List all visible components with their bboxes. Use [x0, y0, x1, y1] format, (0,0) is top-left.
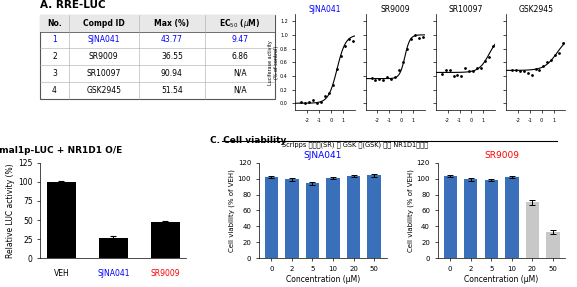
Text: 43.77: 43.77	[161, 35, 183, 44]
Text: SJNA041: SJNA041	[97, 269, 130, 278]
Text: SR9009: SR9009	[151, 269, 180, 278]
Text: 4: 4	[52, 86, 57, 95]
Text: 1: 1	[52, 35, 57, 44]
Text: N/A: N/A	[233, 69, 247, 78]
Bar	[265, 177, 278, 258]
Title: GSK2945: GSK2945	[518, 5, 553, 13]
Text: N/A: N/A	[233, 86, 247, 95]
Y-axis label: Cell viability (% of VEH): Cell viability (% of VEH)	[407, 169, 414, 252]
Text: EC$_{50}$ ($\mu$M): EC$_{50}$ ($\mu$M)	[219, 17, 261, 30]
Text: 3: 3	[52, 69, 57, 78]
Text: A. RRE-LUC: A. RRE-LUC	[40, 0, 106, 9]
Text: No.: No.	[47, 19, 62, 28]
Bar	[368, 175, 381, 258]
Bar	[505, 177, 519, 258]
Bar	[526, 203, 539, 258]
Bar	[485, 180, 498, 258]
Text: 51.54: 51.54	[161, 86, 183, 95]
Text: 36.55: 36.55	[161, 52, 183, 61]
Bar	[47, 182, 76, 258]
Bar	[464, 179, 477, 258]
X-axis label: Concentration (μM): Concentration (μM)	[464, 275, 539, 284]
Text: Max (%): Max (%)	[154, 19, 189, 28]
Text: 2: 2	[52, 52, 57, 61]
Title: SJNA041: SJNA041	[309, 5, 342, 13]
Bar	[306, 183, 319, 258]
Text: GSK2945: GSK2945	[87, 86, 121, 95]
Bar	[546, 232, 560, 258]
Text: SR9009: SR9009	[89, 52, 119, 61]
Title: SR10097: SR10097	[448, 5, 483, 13]
Bar	[347, 176, 360, 258]
X-axis label: Concentration (μM): Concentration (μM)	[286, 275, 360, 284]
Bar	[99, 238, 128, 258]
Y-axis label: Luciferase activity
(% of control): Luciferase activity (% of control)	[268, 40, 279, 85]
Title: SJNA041: SJNA041	[304, 152, 342, 160]
Text: 9.47: 9.47	[231, 35, 249, 44]
Bar	[151, 222, 180, 258]
Y-axis label: Cell viability (% of VEH): Cell viability (% of VEH)	[228, 169, 235, 252]
Text: Scripps 연구소(SR) 및 GSK 사(GSK) 개발 NR1D1효현제: Scripps 연구소(SR) 및 GSK 사(GSK) 개발 NR1D1효현제	[282, 141, 428, 148]
Title: SR9009: SR9009	[380, 5, 410, 13]
Text: B. Bmal1p-LUC + NR1D1 O/E: B. Bmal1p-LUC + NR1D1 O/E	[0, 146, 122, 155]
Text: SJNA041: SJNA041	[88, 35, 120, 44]
Bar	[40, 15, 275, 32]
Text: SR10097: SR10097	[87, 69, 121, 78]
Bar	[444, 176, 457, 258]
Bar	[40, 15, 275, 98]
Title: SR9009: SR9009	[484, 152, 519, 160]
Text: VEH: VEH	[54, 269, 69, 278]
Y-axis label: Relative LUC activity (%): Relative LUC activity (%)	[6, 163, 16, 258]
Bar	[327, 178, 340, 258]
Bar	[285, 179, 298, 258]
Text: C. Cell viability: C. Cell viability	[210, 136, 287, 146]
Text: Compd ID: Compd ID	[83, 19, 125, 28]
Text: 90.94: 90.94	[161, 69, 183, 78]
Text: 6.86: 6.86	[231, 52, 249, 61]
